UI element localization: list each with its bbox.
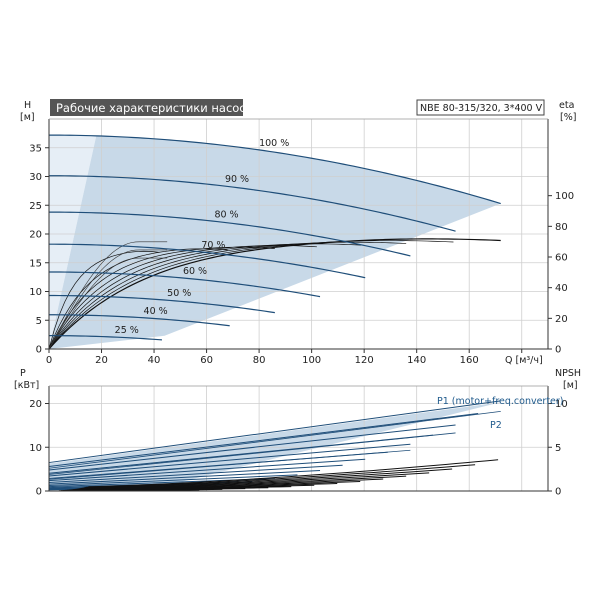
bottom-chart-axes: 0 10 20 0 5 10 <box>29 385 568 498</box>
efficiency-curve <box>48 257 168 350</box>
x-tick-label: 140 <box>407 355 426 366</box>
head-curve <box>48 335 162 341</box>
y-tick-label: 25 <box>29 201 42 212</box>
legend-p1: P1 (motor+freq.converter) <box>437 396 564 407</box>
power-curve-p2 <box>48 432 456 475</box>
power-curve <box>48 458 366 482</box>
efficiency-curve <box>48 241 168 350</box>
power-tick-label: 0 <box>36 487 42 498</box>
power-curve-p2 <box>48 449 411 480</box>
npsh-axis-title: NPSH <box>555 368 581 379</box>
head-curve <box>48 271 321 298</box>
head-curve-label: 60 % <box>183 266 207 277</box>
x-tick-label: 160 <box>460 355 479 366</box>
y-tick-label: 30 <box>29 172 42 183</box>
head-curve <box>48 211 411 257</box>
npsh-curve <box>84 468 453 489</box>
legend-p2: P2 <box>490 420 502 431</box>
power-tick-label: 10 <box>29 443 42 454</box>
operating-envelope <box>49 135 501 349</box>
power-curve <box>48 413 479 467</box>
x-tick-label: 120 <box>355 355 374 366</box>
y-tick-label: 35 <box>29 143 42 154</box>
x-tick-label: 80 <box>253 355 266 366</box>
head-curve <box>48 243 366 279</box>
y2-tick-label: 60 <box>555 253 568 264</box>
npsh-axis-unit: [м] <box>563 380 578 391</box>
npsh-tick-label: 10 <box>555 399 568 410</box>
npsh-curve <box>86 464 476 488</box>
y2-axis-title: eta <box>559 100 574 111</box>
head-curve <box>48 314 230 327</box>
power-axis-title: P <box>20 368 26 379</box>
power-curve <box>48 400 501 464</box>
power-envelope <box>49 402 501 491</box>
head-curve-label: 80 % <box>214 209 238 220</box>
power-curve <box>48 464 343 484</box>
head-curve-label: 25 % <box>115 325 139 336</box>
y2-axis-unit: [%] <box>560 112 576 123</box>
head-curve-label: 70 % <box>201 240 225 251</box>
y-axis-title: H <box>24 100 31 111</box>
power-curve-p2 <box>48 410 501 469</box>
efficiency-curve <box>48 238 501 350</box>
power-axis-unit: [кВт] <box>14 380 39 391</box>
head-curve-label: 50 % <box>167 288 191 299</box>
bottom-chart-curves <box>48 400 501 492</box>
x-tick-label: 60 <box>200 355 213 366</box>
chart-title: Рабочие характеристики насоса <box>56 101 253 115</box>
efficiency-curve <box>48 248 228 350</box>
power-curve <box>48 443 411 477</box>
y2-tick-label: 20 <box>555 314 568 325</box>
top-chart-axes: 0 20 40 60 80 100 120 140 160 0 5 10 15 20 25 30 35 0 20 40… <box>29 118 574 366</box>
npsh-tick-label: 5 <box>555 443 561 454</box>
top-chart-curves: 100 % 90 % 80 % 70 % 60 % 50 % 40 % 25 % <box>48 134 501 350</box>
head-curve <box>48 294 275 314</box>
x-tick-label: 20 <box>95 355 108 366</box>
y-tick-label: 15 <box>29 258 42 269</box>
power-tick-label: 20 <box>29 399 42 410</box>
power-curve <box>48 474 298 487</box>
chart-title-background <box>50 99 243 116</box>
x-tick-label: 40 <box>148 355 161 366</box>
x-tick-label: 0 <box>46 355 52 366</box>
x-tick-label: 100 <box>302 355 321 366</box>
npsh-tick-label: 0 <box>555 487 561 498</box>
y-tick-label: 20 <box>29 230 42 241</box>
model-label: NBE 80-315/320, 3*400 V <box>420 103 543 114</box>
x-axis-title: Q [м³/ч] <box>505 355 543 366</box>
head-curve <box>48 134 501 205</box>
head-curve-label: 90 % <box>225 174 249 185</box>
y2-tick-label: 100 <box>555 191 574 202</box>
y-tick-label: 5 <box>36 316 42 327</box>
y2-tick-label: 80 <box>555 222 568 233</box>
model-box <box>416 99 545 116</box>
head-curve <box>48 175 456 232</box>
head-curve-label: 100 % <box>259 138 289 149</box>
y2-tick-label: 40 <box>555 283 568 294</box>
efficiency-curve <box>48 245 317 350</box>
power-curve <box>48 470 321 485</box>
y-tick-label: 10 <box>29 287 42 298</box>
efficiency-curve <box>48 250 160 350</box>
y-tick-label: 0 <box>36 345 42 356</box>
y2-tick-label: 0 <box>555 345 561 356</box>
power-curve <box>48 424 456 471</box>
efficiency-curve <box>48 240 454 350</box>
npsh-curve <box>88 459 499 488</box>
head-curve-label: 40 % <box>144 306 168 317</box>
y-axis-unit: [м] <box>20 112 35 123</box>
